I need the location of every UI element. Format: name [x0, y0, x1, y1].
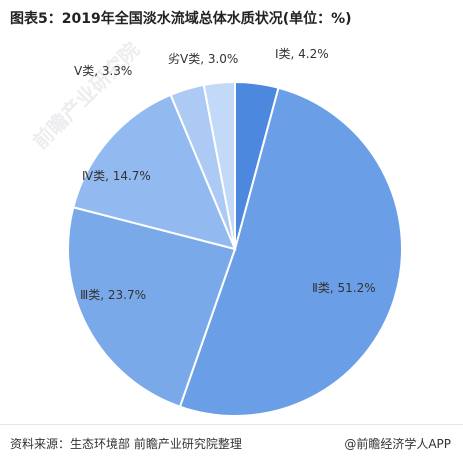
- slice-label: Ⅳ类, 14.7%: [82, 169, 151, 183]
- brand-credit: @前瞻经济学人APP: [344, 437, 451, 451]
- pie-slice: [202, 80, 236, 250]
- chart-title: 图表5：2019年全国淡水流域总体水质状况(单位：%): [10, 11, 352, 27]
- footer: 资料来源：生态环境部 前瞻产业研究院整理 @前瞻经济学人APP: [0, 424, 463, 461]
- slice-label: Ⅲ类, 23.7%: [80, 288, 146, 302]
- pie-slice: [72, 93, 237, 251]
- slice-label: Ⅴ类, 3.3%: [74, 64, 132, 78]
- pie-chart: Ⅰ类, 4.2% Ⅱ类, 51.2% Ⅲ类, 23.7% Ⅳ类, 14.7% Ⅴ类, 3…: [67, 47, 403, 417]
- pie-slice: [67, 206, 237, 408]
- slice-label: 劣Ⅴ类, 3.0%: [168, 52, 238, 66]
- slice-label: Ⅱ类, 51.2%: [312, 281, 376, 295]
- pie-slice: [178, 86, 403, 417]
- slice-label: Ⅰ类, 4.2%: [275, 47, 329, 61]
- source-note: 资料来源：生态环境部 前瞻产业研究院整理: [10, 437, 242, 451]
